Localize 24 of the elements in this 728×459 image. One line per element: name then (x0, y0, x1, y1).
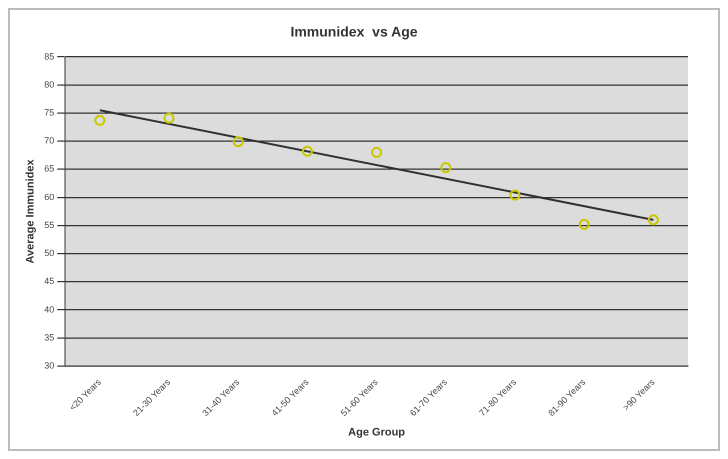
y-tick-label: 45 (44, 276, 54, 286)
point (232, 136, 244, 148)
point (371, 146, 382, 158)
x-axis-title: Age Group (348, 426, 406, 438)
y-tick-label: 50 (44, 248, 54, 258)
y-tick-label: 80 (44, 79, 54, 90)
y-axis-title: Average Immunidex (24, 158, 37, 264)
point (94, 114, 106, 126)
y-tick-label: 85 (44, 51, 54, 62)
point (164, 112, 175, 124)
chart-title: Immunidex vs Age (290, 23, 418, 40)
y-tick-label: 35 (44, 332, 54, 342)
y-tick-label: 65 (44, 164, 54, 174)
point (648, 214, 659, 226)
point (440, 162, 452, 174)
y-tick-label: 40 (44, 304, 54, 314)
y-tick-label: 75 (44, 108, 54, 118)
y-tick-label: 55 (44, 220, 54, 230)
point (510, 190, 521, 201)
point (302, 146, 313, 157)
y-tick-label: 30 (44, 360, 54, 371)
point (578, 218, 590, 230)
y-tick-label: 60 (44, 192, 54, 202)
y-tick-label: 70 (44, 136, 54, 146)
